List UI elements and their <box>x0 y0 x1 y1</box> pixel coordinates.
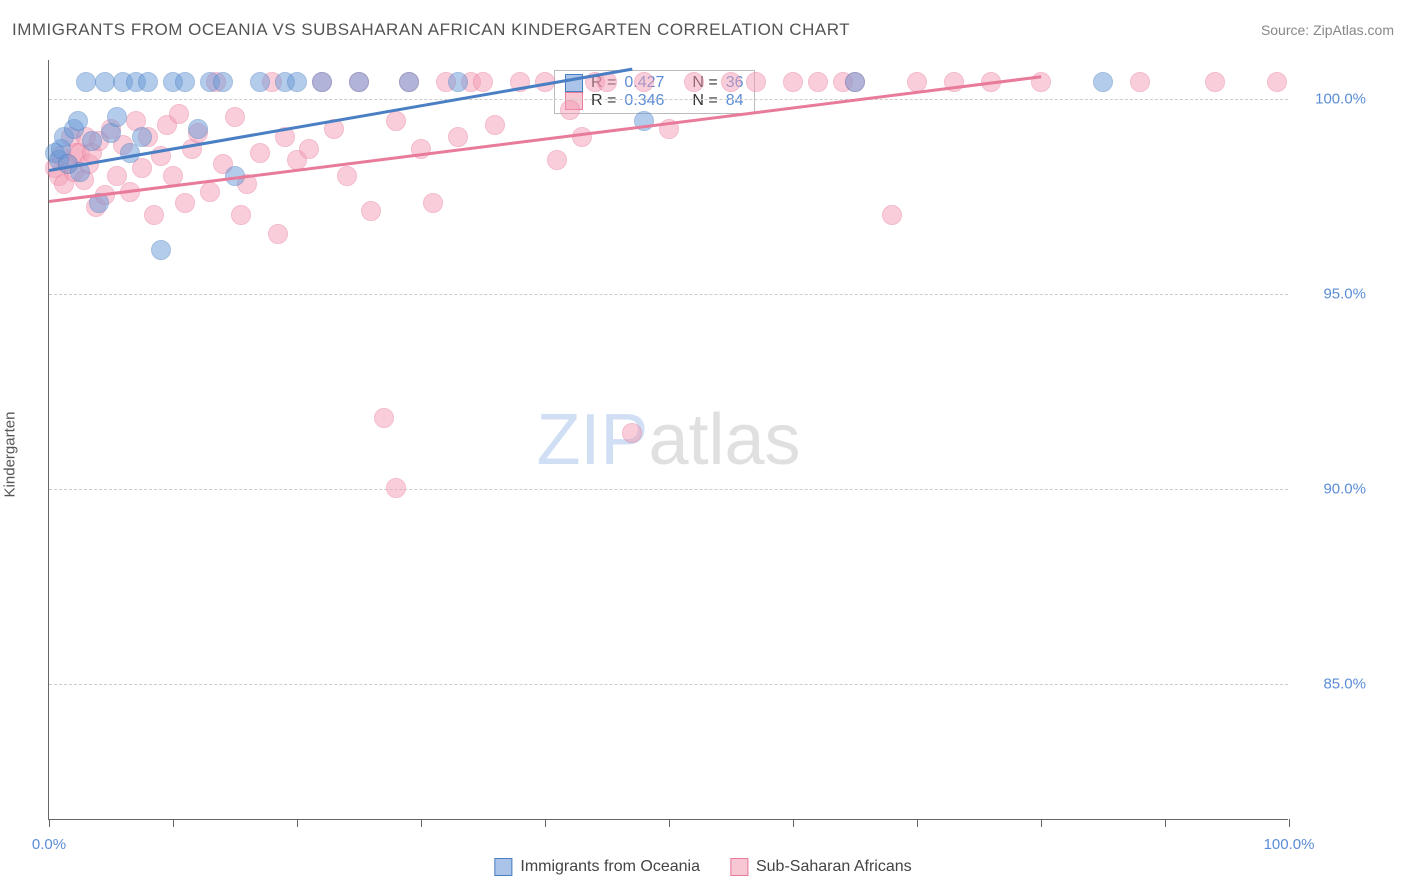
data-point <box>138 72 158 92</box>
legend-label: Immigrants from Oceania <box>520 858 700 876</box>
x-tick-label: 100.0% <box>1264 836 1315 853</box>
data-point <box>250 143 270 163</box>
correlation-row: R = 0.346 N = 84 <box>565 92 744 110</box>
data-point <box>268 224 288 244</box>
data-point <box>151 240 171 260</box>
data-point <box>287 72 307 92</box>
data-point <box>386 478 406 498</box>
data-point <box>250 72 270 92</box>
data-point <box>169 104 189 124</box>
x-tick <box>793 819 794 827</box>
data-point <box>231 205 251 225</box>
data-point <box>312 72 332 92</box>
data-point <box>107 107 127 127</box>
data-point <box>423 193 443 213</box>
data-point <box>808 72 828 92</box>
x-tick <box>917 819 918 827</box>
data-point <box>746 72 766 92</box>
data-point <box>560 100 580 120</box>
y-tick-label: 85.0% <box>1323 675 1366 692</box>
data-point <box>374 408 394 428</box>
watermark: ZIPatlas <box>536 399 800 481</box>
chart-title: IMMIGRANTS FROM OCEANIA VS SUBSAHARAN AF… <box>12 20 850 40</box>
data-point <box>448 72 468 92</box>
x-tick <box>49 819 50 827</box>
data-point <box>213 72 233 92</box>
data-point <box>82 131 102 151</box>
data-point <box>299 139 319 159</box>
data-point <box>473 72 493 92</box>
legend-swatch <box>730 858 748 876</box>
legend-item: Sub-Saharan Africans <box>730 858 912 876</box>
x-tick <box>1165 819 1166 827</box>
data-point <box>485 115 505 135</box>
data-point <box>386 111 406 131</box>
data-point <box>845 72 865 92</box>
y-axis-label: Kindergarten <box>2 412 19 498</box>
gridline <box>49 99 1288 100</box>
data-point <box>68 111 88 131</box>
data-point <box>547 150 567 170</box>
data-point <box>337 166 357 186</box>
data-point <box>361 201 381 221</box>
source-label: Source: ZipAtlas.com <box>1261 22 1394 38</box>
y-tick-label: 90.0% <box>1323 480 1366 497</box>
series-legend: Immigrants from Oceania Sub-Saharan Afric… <box>494 858 911 876</box>
x-tick <box>545 819 546 827</box>
legend-swatch <box>494 858 512 876</box>
data-point <box>783 72 803 92</box>
data-point <box>175 193 195 213</box>
data-point <box>225 107 245 127</box>
data-point <box>1130 72 1150 92</box>
y-tick-label: 100.0% <box>1315 90 1366 107</box>
data-point <box>132 158 152 178</box>
data-point <box>399 72 419 92</box>
data-point <box>684 72 704 92</box>
x-tick <box>297 819 298 827</box>
data-point <box>76 72 96 92</box>
data-point <box>448 127 468 147</box>
n-value: 84 <box>726 92 744 110</box>
data-point <box>200 182 220 202</box>
data-point <box>882 205 902 225</box>
data-point <box>622 423 642 443</box>
data-point <box>721 72 741 92</box>
gridline <box>49 684 1288 685</box>
data-point <box>144 205 164 225</box>
data-point <box>1093 72 1113 92</box>
n-label: N = <box>692 92 717 110</box>
x-tick <box>669 819 670 827</box>
data-point <box>132 127 152 147</box>
scatter-plot: ZIPatlas R =0.427N =36R =0.346N =84 85.0… <box>48 60 1288 820</box>
gridline <box>49 489 1288 490</box>
x-tick <box>173 819 174 827</box>
x-tick-label: 0.0% <box>32 836 66 853</box>
watermark-atlas: atlas <box>648 400 800 480</box>
data-point <box>95 72 115 92</box>
y-tick-label: 95.0% <box>1323 285 1366 302</box>
data-point <box>188 119 208 139</box>
gridline <box>49 294 1288 295</box>
data-point <box>349 72 369 92</box>
legend-item: Immigrants from Oceania <box>494 858 700 876</box>
r-label: R = <box>591 92 616 110</box>
data-point <box>572 127 592 147</box>
x-tick <box>1041 819 1042 827</box>
data-point <box>1267 72 1287 92</box>
data-point <box>1205 72 1225 92</box>
data-point <box>634 72 654 92</box>
x-tick <box>421 819 422 827</box>
x-tick <box>1289 819 1290 827</box>
data-point <box>175 72 195 92</box>
r-value: 0.346 <box>624 92 664 110</box>
title-bar: IMMIGRANTS FROM OCEANIA VS SUBSAHARAN AF… <box>12 20 1394 40</box>
legend-label: Sub-Saharan Africans <box>756 858 912 876</box>
